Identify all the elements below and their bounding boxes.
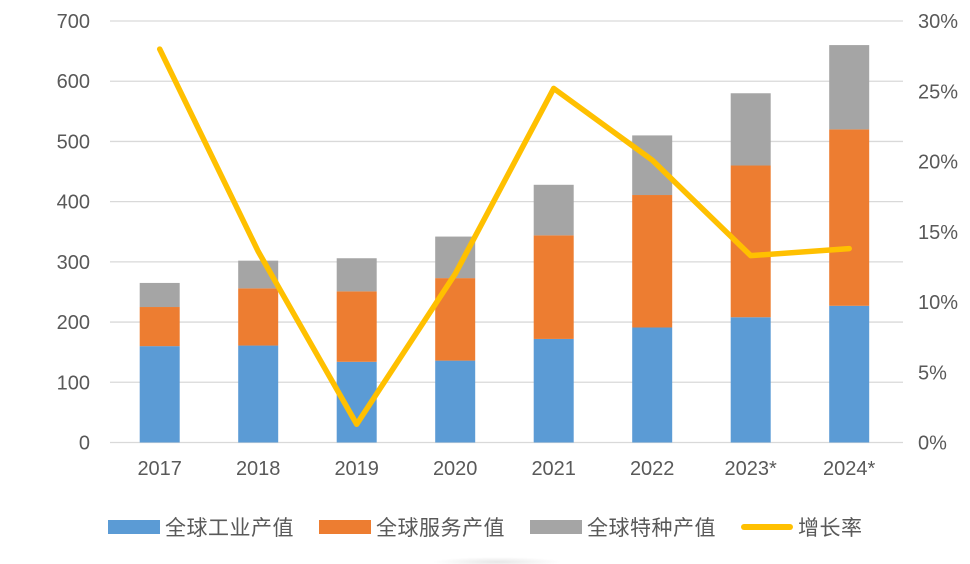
left-axis-tick-200: 200 xyxy=(57,312,90,334)
legend-label-growth-rate: 增长率 xyxy=(798,517,863,540)
right-axis-tick-25%: 25% xyxy=(918,81,958,103)
bar-segment-2022-全球特种产值 xyxy=(632,135,673,196)
bar-segment-2019-全球服务产值 xyxy=(336,291,377,362)
bar-segment-2023-全球工业产值 xyxy=(730,317,771,443)
x-axis-label-2024: 2024* xyxy=(823,458,875,480)
bar-segment-2017-全球特种产值 xyxy=(139,282,180,308)
bar-segment-2018-全球工业产值 xyxy=(238,345,279,443)
bar-segment-2017-全球服务产值 xyxy=(139,307,180,347)
growth-rate-line xyxy=(156,46,852,427)
bar-segment-2024-全球服务产值 xyxy=(829,129,870,306)
x-axis-label-2019: 2019 xyxy=(334,458,379,480)
x-axis-label-2023: 2023* xyxy=(725,458,777,480)
bar-segment-2021-全球特种产值 xyxy=(533,184,574,236)
legend-label-industrial: 全球工业产值 xyxy=(165,517,294,540)
bar-segment-2019-全球特种产值 xyxy=(336,258,377,292)
right-axis-tick-20%: 20% xyxy=(918,152,958,174)
x-axis-label-2020: 2020 xyxy=(433,458,478,480)
bar-segment-2024-全球工业产值 xyxy=(829,305,870,443)
legend-item-growth-rate: 增长率 xyxy=(741,512,863,542)
left-axis-tick-500: 500 xyxy=(57,131,90,153)
left-axis-tick-700: 700 xyxy=(57,11,90,33)
left-axis-tick-100: 100 xyxy=(57,372,90,394)
bar-segment-2023-全球特种产值 xyxy=(730,93,771,166)
right-axis-tick-30%: 30% xyxy=(918,11,958,33)
right-axis-tick-0%: 0% xyxy=(918,433,947,455)
legend-label-special: 全球特种产值 xyxy=(587,517,716,540)
bar-segment-2022-全球服务产值 xyxy=(632,195,673,328)
chart-legend: 全球工业产值 全球服务产值 全球特种产值 增长率 xyxy=(108,512,863,542)
bar-segment-2021-全球服务产值 xyxy=(533,235,574,339)
bar-segment-2022-全球工业产值 xyxy=(632,327,673,443)
legend-swatch-special xyxy=(530,520,582,534)
legend-item-industrial: 全球工业产值 xyxy=(108,512,294,542)
x-axis-label-2018: 2018 xyxy=(236,458,281,480)
legend-swatch-industrial xyxy=(108,520,160,534)
bar-segment-2018-全球服务产值 xyxy=(238,288,279,346)
right-axis-tick-15%: 15% xyxy=(918,222,958,244)
legend-item-service: 全球服务产值 xyxy=(319,512,505,542)
right-axis-tick-5%: 5% xyxy=(918,362,947,384)
bar-segment-2024-全球特种产值 xyxy=(829,45,870,130)
x-axis-label-2022: 2022 xyxy=(630,458,675,480)
legend-item-special: 全球特种产值 xyxy=(530,512,716,542)
legend-label-service: 全球服务产值 xyxy=(376,517,505,540)
legend-swatch-service xyxy=(319,520,371,534)
bar-segment-2020-全球工业产值 xyxy=(435,360,476,443)
left-axis-tick-400: 400 xyxy=(57,192,90,214)
left-axis-tick-300: 300 xyxy=(57,252,90,274)
x-axis-label-2021: 2021 xyxy=(531,458,576,480)
left-axis-tick-0: 0 xyxy=(79,433,90,455)
bar-segment-2017-全球工业产值 xyxy=(139,346,180,443)
right-axis-tick-10%: 10% xyxy=(918,292,958,314)
x-axis-label-2017: 2017 xyxy=(137,458,182,480)
bar-segment-2021-全球工业产值 xyxy=(533,338,574,443)
left-axis-tick-600: 600 xyxy=(57,71,90,93)
legend-swatch-growth-line xyxy=(741,524,793,530)
